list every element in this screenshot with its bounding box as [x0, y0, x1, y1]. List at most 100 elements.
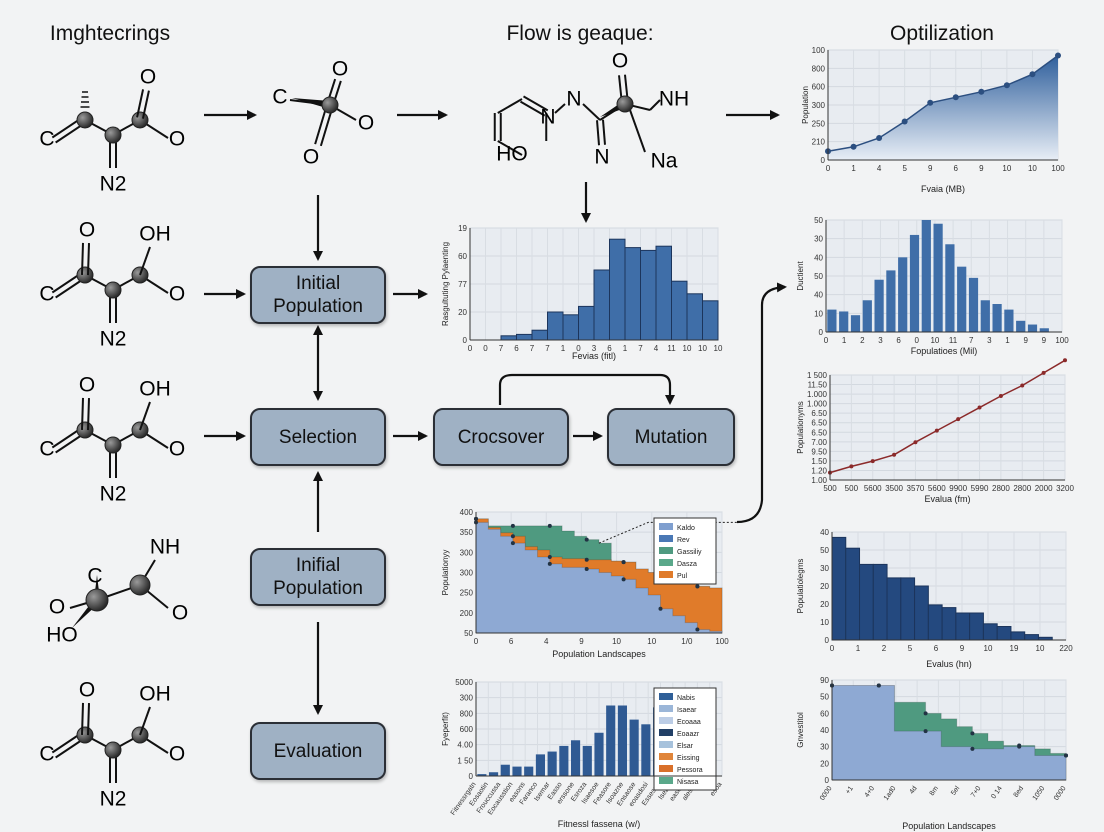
double-bond — [81, 242, 85, 275]
legend-label: Dasza — [677, 561, 697, 568]
y-tick-label: 300 — [460, 548, 474, 557]
data-point — [901, 118, 908, 125]
x-tick-label: 0 — [826, 164, 831, 173]
bar — [609, 238, 626, 341]
data-point — [510, 534, 515, 539]
initial-population-box-2[interactable]: Inifial Population — [250, 548, 386, 606]
legend-swatch — [659, 765, 673, 772]
y-tick-label: 50 — [814, 216, 823, 225]
double-bond — [136, 89, 145, 118]
data-point — [1041, 370, 1046, 375]
y-tick-label: 210 — [812, 138, 826, 147]
x-axis-label: Evalus (hn) — [926, 659, 972, 669]
atom-label: C — [39, 283, 54, 306]
legend-label: Rev — [677, 537, 690, 544]
atom-label: C — [39, 438, 54, 461]
y-axis-label: Gnvestitol — [796, 712, 805, 748]
y-axis-label: Ductient — [796, 261, 805, 291]
initial-population-box[interactable]: Initial Population — [250, 266, 386, 324]
x-tick-label: 0 14 — [990, 785, 1004, 800]
box-label: Population — [273, 578, 363, 599]
x-tick-label: 5990 — [971, 484, 989, 493]
bar — [617, 705, 627, 776]
bond — [629, 109, 646, 153]
x-tick-label: 2800 — [1013, 484, 1031, 493]
bar — [839, 311, 849, 332]
y-tick-label: 1 500 — [807, 371, 828, 380]
data-point — [1017, 743, 1022, 748]
y-tick-label: 77 — [458, 280, 467, 289]
selection-box[interactable]: Selection — [250, 408, 386, 466]
double-bond — [81, 397, 85, 430]
bond — [554, 103, 566, 114]
x-tick-label: 6 — [954, 164, 959, 173]
x-tick-label: 10 — [1036, 644, 1045, 653]
double-bond — [86, 398, 90, 431]
x-tick-label: 1050 — [1032, 785, 1047, 802]
atom — [76, 421, 94, 439]
bar — [980, 300, 990, 332]
data-point — [849, 464, 854, 469]
x-tick-label: 0 — [474, 637, 479, 646]
y-tick-label: 1 50 — [457, 756, 473, 765]
y-tick-label: 20 — [820, 759, 829, 768]
atom — [129, 574, 151, 596]
bar — [1010, 631, 1026, 641]
atom-label: N — [594, 146, 609, 169]
x-tick-label: 100 — [1055, 336, 1069, 345]
x-tick-label: 5 — [902, 164, 907, 173]
crossover-box[interactable]: Crocsover — [433, 408, 569, 466]
legend-swatch — [659, 559, 673, 566]
x-tick-label: 3 — [592, 344, 597, 353]
y-tick-label: 20 — [820, 600, 829, 609]
x-tick-label: 220 — [1059, 644, 1073, 653]
x-tick-label: 7 — [530, 344, 535, 353]
y-tick-label: 6.50 — [811, 428, 827, 437]
atom-label: O — [303, 146, 319, 169]
data-point — [584, 557, 589, 562]
bar — [957, 266, 967, 332]
mutation-box[interactable]: Mutation — [607, 408, 735, 466]
y-tick-label: 6.50 — [811, 409, 827, 418]
x-tick-label: 0 — [915, 336, 920, 345]
bar — [594, 732, 604, 776]
data-point — [1029, 71, 1036, 78]
x-tick-label: 0 — [830, 644, 835, 653]
atom-label: OH — [139, 683, 171, 706]
legend-label: Eoaazr — [677, 731, 700, 738]
legend-swatch — [659, 523, 673, 530]
y-tick-label: 250 — [460, 589, 474, 598]
y-tick-label: 10 — [820, 618, 829, 627]
atom — [76, 726, 94, 744]
data-point — [977, 405, 982, 410]
atom-label: O — [49, 596, 65, 619]
atom-label: O — [332, 58, 348, 81]
legend-label: Pul — [677, 573, 688, 580]
x-tick-label: 9 — [928, 164, 933, 173]
atom-label: C — [272, 86, 287, 109]
feedback-arrow — [736, 282, 787, 524]
x-tick-label: 0000 — [1053, 785, 1068, 802]
x-tick-label: 7 — [545, 344, 550, 353]
x-tick-label: 5el — [950, 785, 961, 797]
data-point — [978, 88, 985, 95]
x-axis-label: Population Landscapes — [552, 649, 646, 659]
data-point — [1063, 358, 1067, 363]
atom-label: Na — [651, 150, 678, 173]
atom-label: O — [169, 283, 185, 306]
bar — [702, 300, 719, 341]
bar — [900, 577, 916, 641]
legend-label: Elsar — [677, 743, 694, 750]
evaluation-box[interactable]: Evaluation — [250, 722, 386, 780]
bar — [831, 536, 847, 641]
x-tick-label: 10 — [714, 344, 723, 353]
x-tick-label: 7 — [969, 336, 974, 345]
atom-label: O — [79, 219, 95, 242]
bar — [909, 234, 920, 332]
x-tick-label: 500 — [823, 484, 837, 493]
bar — [535, 754, 545, 776]
double-bond — [141, 90, 150, 119]
bar — [1004, 309, 1014, 332]
bar — [524, 766, 534, 776]
